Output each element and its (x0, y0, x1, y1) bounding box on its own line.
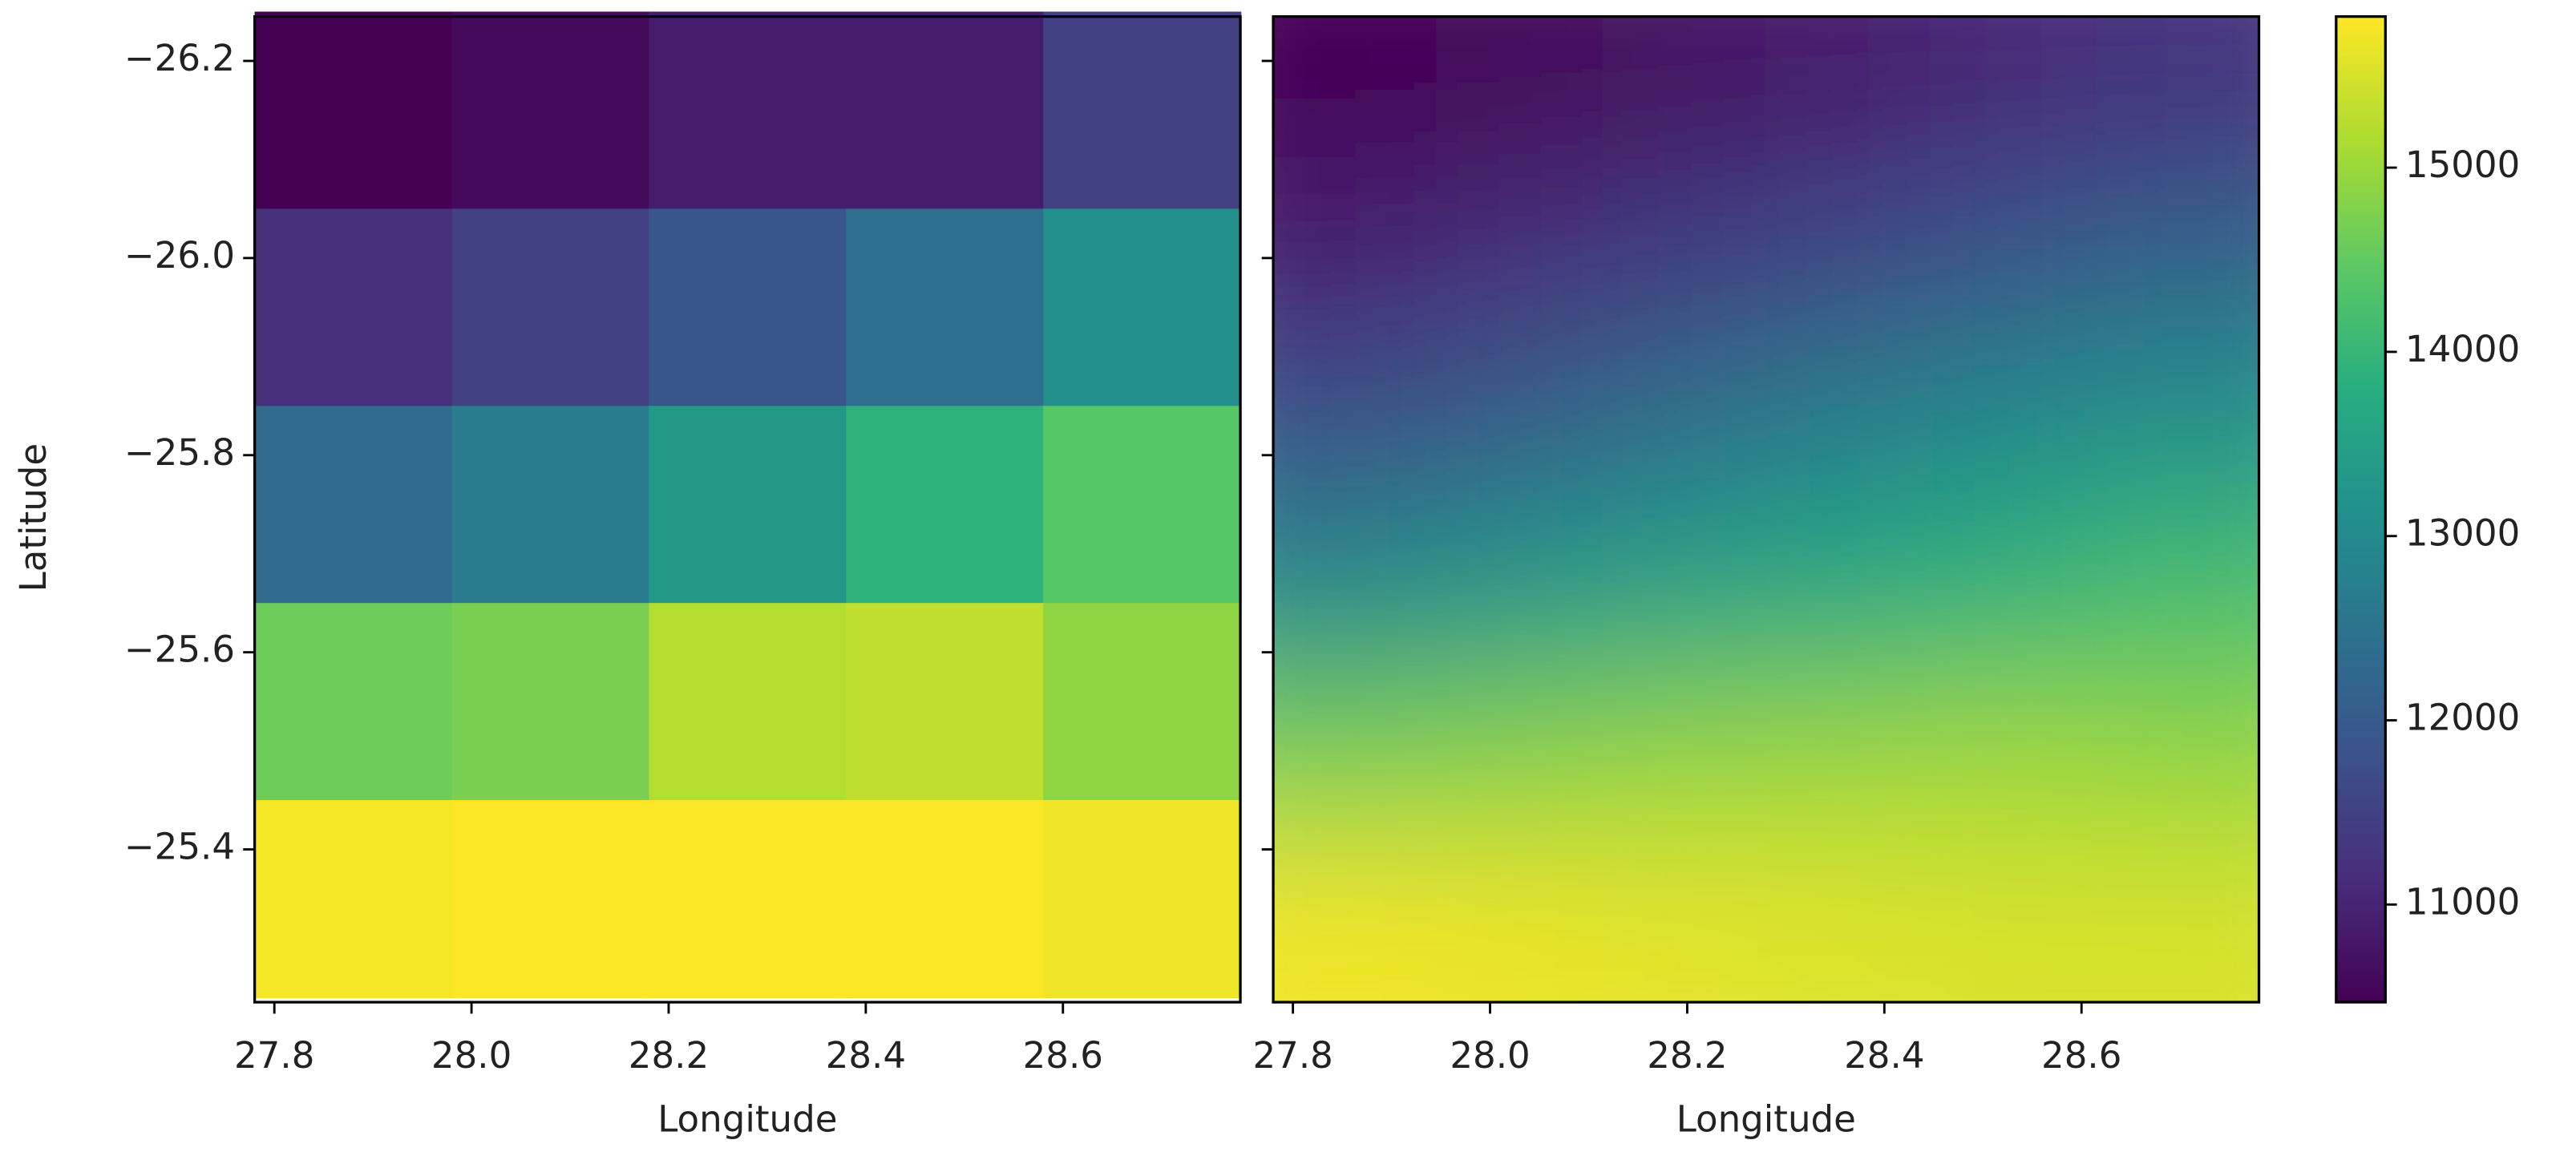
heatmap-cell (1930, 345, 2096, 511)
x-axis-label: Longitude (657, 1098, 837, 1141)
heatmap-cell (1602, 345, 1768, 511)
heatmap-cell (649, 800, 847, 999)
heatmap-cell (254, 208, 453, 407)
heatmap-cell (1765, 16, 1931, 182)
heatmap-right (1273, 16, 2259, 1003)
heatmap-cell (1273, 345, 1438, 511)
axes-frame (1272, 15, 2261, 1004)
heatmap-cell (846, 800, 1045, 999)
heatmap-cell (1602, 180, 1768, 346)
heatmap-cell (1930, 508, 2096, 675)
y-axis-label: Latitude (12, 443, 55, 592)
axes-frame (253, 15, 1242, 1004)
heatmap-cell (2095, 838, 2259, 1003)
heatmap-cell (1602, 508, 1768, 675)
heatmap-cell (1930, 16, 2096, 182)
heatmap-cell (1437, 180, 1603, 346)
heatmap-cell (846, 603, 1045, 802)
x-tick-label: 28.4 (826, 1034, 906, 1077)
x-tick-label: 28.6 (2041, 1034, 2121, 1077)
heatmap-cell (2095, 16, 2259, 182)
heatmap-cell (254, 406, 453, 604)
heatmap-cell (846, 406, 1045, 604)
x-axis-label: Longitude (1676, 1098, 1856, 1141)
heatmap-cell (1273, 180, 1438, 346)
heatmap-cell (1930, 180, 2096, 346)
colorbar-tick-label: 13000 (2405, 512, 2520, 555)
y-tick-label: −26.0 (124, 234, 235, 277)
heatmap-cell (451, 800, 650, 999)
heatmap-right-clip (1273, 16, 2259, 1003)
heatmap-cell (649, 603, 847, 802)
x-tick-label: 28.0 (431, 1034, 512, 1077)
y-tick-label: −25.4 (124, 826, 235, 868)
x-tick-label: 27.8 (1252, 1034, 1332, 1077)
x-tick-label: 27.8 (234, 1034, 314, 1077)
x-tick-label: 28.2 (1647, 1034, 1727, 1077)
heatmap-cell (1437, 838, 1603, 1003)
heatmap-cell (254, 11, 453, 210)
heatmap-cell (1765, 508, 1931, 675)
heatmap-cell (1273, 16, 1438, 182)
heatmap-cell (649, 406, 847, 604)
colorbar-tick-label: 11000 (2405, 880, 2520, 923)
colorbar-tick-label: 15000 (2405, 143, 2520, 186)
x-tick-label: 28.4 (1844, 1034, 1924, 1077)
heatmap-cell (1602, 673, 1768, 839)
heatmap-cell (1437, 508, 1603, 675)
heatmap-cell (2095, 345, 2259, 511)
heatmap-cell (649, 11, 847, 210)
heatmap-cell (1765, 838, 1931, 1003)
heatmap-cell (254, 603, 453, 802)
heatmap-cell (451, 11, 650, 210)
heatmap-cell (2095, 673, 2259, 839)
heatmap-cell (649, 208, 847, 407)
heatmap-cell (451, 603, 650, 802)
heatmap-cell (254, 800, 453, 999)
heatmap-cell (1437, 16, 1603, 182)
heatmap-cell (1273, 508, 1438, 675)
x-tick-label: 28.6 (1023, 1034, 1103, 1077)
heatmap-cell (1043, 603, 1242, 802)
heatmap-cell (1602, 16, 1768, 182)
heatmap-cell (1930, 673, 2096, 839)
heatmap-cell (1765, 673, 1931, 839)
heatmap-cell (1437, 345, 1603, 511)
heatmap-cell (1043, 208, 1242, 407)
x-tick-label: 28.2 (629, 1034, 709, 1077)
heatmap-cell (1043, 11, 1242, 210)
heatmap-cell (1043, 406, 1242, 604)
heatmap-cell (846, 11, 1045, 210)
heatmap-cell (1930, 838, 2096, 1003)
heatmap-cell (1273, 673, 1438, 839)
colorbar (2335, 15, 2387, 1004)
heatmap-cell (1043, 800, 1242, 999)
y-tick-label: −25.8 (124, 431, 235, 474)
heatmap-cell (2095, 180, 2259, 346)
heatmap-cell (1765, 180, 1931, 346)
heatmap-cell (2095, 508, 2259, 675)
y-tick-label: −26.2 (124, 37, 235, 79)
heatmap-cell (1602, 838, 1768, 1003)
heatmap-cell (1437, 673, 1603, 839)
x-tick-label: 28.0 (1450, 1034, 1530, 1077)
heatmap-cell (846, 208, 1045, 407)
colorbar-tick-label: 14000 (2405, 328, 2520, 370)
heatmap-left (254, 11, 1242, 999)
heatmap-cell (1273, 838, 1438, 1003)
y-tick-label: −25.6 (124, 629, 235, 671)
heatmap-cell (1765, 345, 1931, 511)
heatmap-cell (451, 406, 650, 604)
heatmap-cell (451, 208, 650, 407)
colorbar-tick-label: 12000 (2405, 697, 2520, 739)
